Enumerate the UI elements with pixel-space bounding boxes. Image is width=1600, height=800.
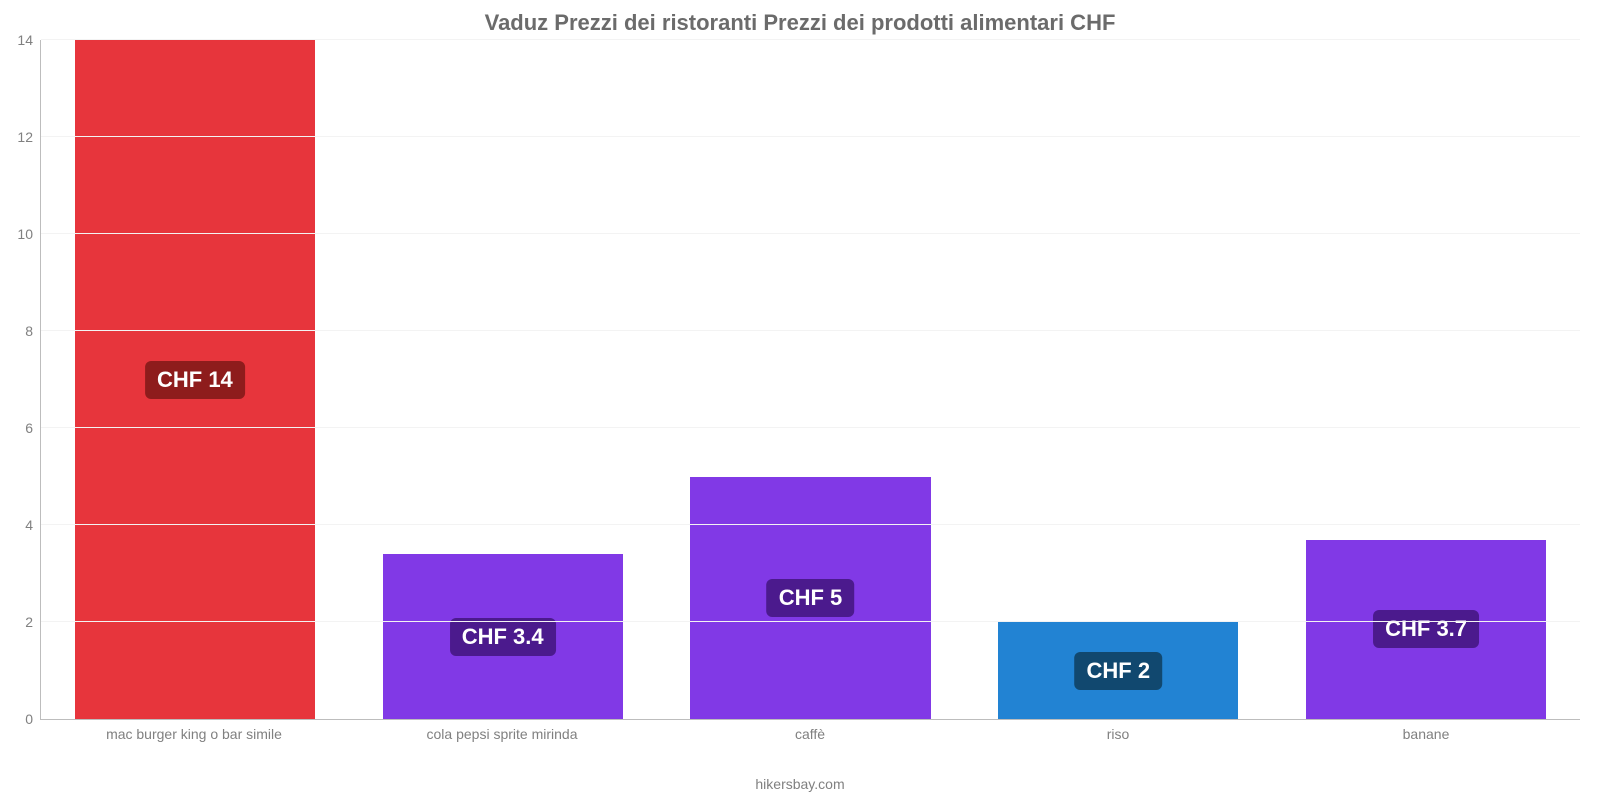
grid-line — [41, 621, 1580, 622]
grid-line — [41, 330, 1580, 331]
y-tick-label: 12 — [17, 129, 41, 145]
y-tick-label: 14 — [17, 32, 41, 48]
value-badge: CHF 2 — [1075, 652, 1163, 690]
bar: CHF 2 — [998, 622, 1238, 719]
bars-container: CHF 14 CHF 3.4 CHF 5 CHF 2 CHF 3.7 — [41, 40, 1580, 719]
y-tick-label: 8 — [25, 323, 41, 339]
bar: CHF 3.7 — [1306, 540, 1546, 719]
grid-line — [41, 39, 1580, 40]
bar-slot: CHF 5 — [657, 40, 965, 719]
plot-area: CHF 14CHF 3.4CHF 5CHF 2CHF 3.7 024681012… — [40, 40, 1580, 720]
grid-line — [41, 136, 1580, 137]
y-tick-label: 10 — [17, 226, 41, 242]
value-badge: CHF 3.7 — [1373, 610, 1479, 648]
bar-slot: CHF 3.7 — [1272, 40, 1580, 719]
value-badge: CHF 3.4 — [450, 618, 556, 656]
y-tick-label: 4 — [25, 517, 41, 533]
bar-slot: CHF 14 — [41, 40, 349, 719]
bar-slot: CHF 2 — [964, 40, 1272, 719]
grid-line — [41, 233, 1580, 234]
x-tick-label: mac burger king o bar simile — [40, 720, 348, 750]
price-bar-chart: Vaduz Prezzi dei ristoranti Prezzi dei p… — [0, 0, 1600, 800]
x-tick-label: riso — [964, 720, 1272, 750]
chart-title: Vaduz Prezzi dei ristoranti Prezzi dei p… — [0, 10, 1600, 36]
y-tick-label: 6 — [25, 420, 41, 436]
x-tick-label: banane — [1272, 720, 1580, 750]
value-badge: CHF 14 — [145, 361, 245, 399]
y-tick-label: 2 — [25, 614, 41, 630]
x-axis-labels: mac burger king o bar similecola pepsi s… — [40, 720, 1580, 750]
bar: CHF 5 — [690, 477, 930, 720]
grid-line — [41, 427, 1580, 428]
chart-footer: hikersbay.com — [0, 776, 1600, 792]
x-tick-label: caffè — [656, 720, 964, 750]
bar: CHF 3.4 — [383, 554, 623, 719]
bar: CHF 14 — [75, 40, 315, 719]
x-tick-label: cola pepsi sprite mirinda — [348, 720, 656, 750]
value-badge: CHF 5 — [767, 579, 855, 617]
grid-line — [41, 524, 1580, 525]
bar-slot: CHF 3.4 — [349, 40, 657, 719]
y-tick-label: 0 — [25, 711, 41, 727]
